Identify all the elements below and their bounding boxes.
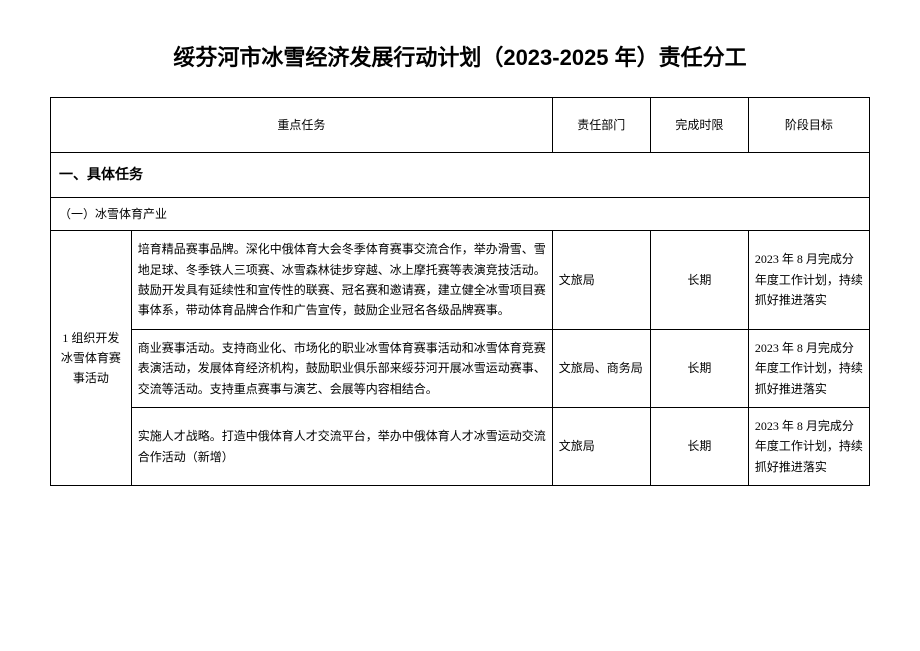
subsection-title: （一）冰雪体育产业 <box>51 197 870 230</box>
time-cell: 长期 <box>650 407 748 485</box>
goal-cell: 2023 年 8 月完成分年度工作计划，持续抓好推进落实 <box>748 329 869 407</box>
header-time: 完成时限 <box>650 98 748 153</box>
dept-cell: 文旅局、商务局 <box>552 329 650 407</box>
time-cell: 长期 <box>650 329 748 407</box>
page-title: 绥芬河市冰雪经济发展行动计划（2023-2025 年）责任分工 <box>50 40 870 72</box>
goal-cell: 2023 年 8 月完成分年度工作计划，持续抓好推进落实 <box>748 231 869 330</box>
table-row: 实施人才战略。打造中俄体育人才交流平台，举办中俄体育人才冰雪运动交流合作活动（新… <box>51 407 870 485</box>
section-row: 一、具体任务 <box>51 153 870 198</box>
group-label: 1 组织开发冰雪体育赛事活动 <box>51 231 132 486</box>
dept-cell: 文旅局 <box>552 407 650 485</box>
section-title: 一、具体任务 <box>51 153 870 198</box>
time-cell: 长期 <box>650 231 748 330</box>
goal-cell: 2023 年 8 月完成分年度工作计划，持续抓好推进落实 <box>748 407 869 485</box>
task-cell: 培育精品赛事品牌。深化中俄体育大会冬季体育赛事交流合作，举办滑雪、雪地足球、冬季… <box>131 231 552 330</box>
table-row: 1 组织开发冰雪体育赛事活动 培育精品赛事品牌。深化中俄体育大会冬季体育赛事交流… <box>51 231 870 330</box>
header-task: 重点任务 <box>51 98 553 153</box>
table-row: 商业赛事活动。支持商业化、市场化的职业冰雪体育赛事活动和冰雪体育竞赛表演活动，发… <box>51 329 870 407</box>
task-cell: 实施人才战略。打造中俄体育人才交流平台，举办中俄体育人才冰雪运动交流合作活动（新… <box>131 407 552 485</box>
task-cell: 商业赛事活动。支持商业化、市场化的职业冰雪体育赛事活动和冰雪体育竞赛表演活动，发… <box>131 329 552 407</box>
dept-cell: 文旅局 <box>552 231 650 330</box>
header-dept: 责任部门 <box>552 98 650 153</box>
table-header-row: 重点任务 责任部门 完成时限 阶段目标 <box>51 98 870 153</box>
responsibility-table: 重点任务 责任部门 完成时限 阶段目标 一、具体任务 （一）冰雪体育产业 1 组… <box>50 97 870 486</box>
header-goal: 阶段目标 <box>748 98 869 153</box>
subsection-row: （一）冰雪体育产业 <box>51 197 870 230</box>
